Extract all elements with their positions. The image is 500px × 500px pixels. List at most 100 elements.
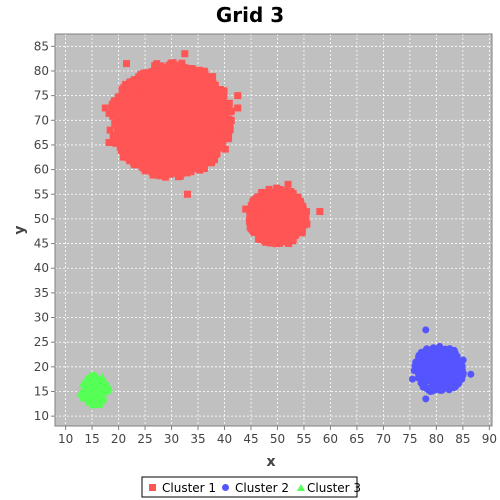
point-cluster-1 — [197, 131, 205, 139]
point-cluster-1 — [164, 130, 172, 138]
point-cluster-2 — [425, 374, 433, 382]
point-cluster-1 — [159, 107, 167, 115]
point-cluster-1 — [141, 82, 149, 90]
point-cluster-1 — [117, 147, 125, 155]
point-cluster-1 — [287, 203, 295, 211]
point-cluster-1 — [266, 194, 274, 202]
point-cluster-1 — [200, 74, 208, 82]
point-cluster-1 — [159, 141, 167, 149]
point-cluster-2 — [443, 378, 451, 386]
point-cluster-1 — [197, 96, 205, 104]
point-cluster-1 — [271, 217, 279, 225]
point-cluster-1 — [274, 224, 282, 232]
point-cluster-1 — [197, 141, 205, 149]
x-tick-label: 45 — [243, 432, 258, 446]
y-tick-label: 30 — [34, 311, 49, 325]
point-cluster-1 — [160, 153, 168, 161]
point-cluster-1 — [200, 164, 208, 172]
point-cluster-1 — [116, 121, 124, 129]
point-cluster-1 — [108, 109, 116, 117]
point-cluster-1 — [183, 77, 191, 85]
point-cluster-1 — [196, 74, 204, 82]
point-cluster-1 — [286, 228, 294, 236]
point-cluster-1 — [291, 226, 299, 234]
point-cluster-1 — [209, 82, 217, 90]
point-cluster-1 — [259, 229, 267, 237]
point-cluster-2 — [419, 348, 427, 356]
point-cluster-1 — [157, 129, 165, 137]
point-cluster-1 — [277, 218, 285, 226]
x-tick-label: 50 — [270, 432, 285, 446]
point-cluster-1 — [134, 78, 142, 86]
y-tick-label: 80 — [34, 64, 49, 78]
point-cluster-1 — [201, 157, 209, 165]
point-cluster-1 — [144, 114, 152, 122]
point-cluster-1 — [166, 77, 174, 85]
point-cluster-1 — [189, 85, 197, 93]
point-cluster-1 — [217, 89, 225, 97]
point-cluster-1 — [265, 185, 273, 193]
point-cluster-1 — [135, 112, 143, 120]
point-cluster-3 — [91, 372, 100, 380]
point-cluster-1 — [253, 220, 261, 228]
point-cluster-1 — [144, 95, 152, 103]
point-cluster-3 — [104, 382, 113, 390]
point-cluster-1 — [155, 146, 163, 154]
legend-marker-cluster-1 — [149, 484, 156, 491]
point-cluster-2 — [409, 375, 417, 383]
point-cluster-1 — [224, 135, 232, 143]
point-cluster-1 — [184, 101, 192, 109]
point-cluster-1 — [146, 146, 154, 154]
point-cluster-1 — [222, 114, 230, 122]
point-cluster-1 — [194, 115, 202, 123]
point-cluster-1 — [150, 122, 158, 130]
point-cluster-1 — [180, 98, 188, 106]
point-cluster-1 — [133, 143, 141, 151]
point-cluster-1 — [295, 209, 303, 217]
point-cluster-1 — [208, 159, 216, 167]
point-cluster-1 — [165, 81, 173, 89]
point-cluster-1 — [280, 211, 288, 219]
point-cluster-2 — [431, 375, 439, 383]
point-cluster-2 — [428, 383, 436, 391]
y-tick-label: 20 — [34, 360, 49, 374]
point-cluster-1 — [178, 132, 186, 140]
point-cluster-2 — [447, 362, 455, 370]
point-cluster-2 — [422, 355, 430, 363]
point-cluster-1 — [261, 237, 269, 245]
point-cluster-1 — [123, 120, 131, 128]
point-cluster-1 — [142, 109, 150, 117]
point-cluster-1 — [212, 106, 220, 114]
y-tick-label: 70 — [34, 113, 49, 127]
point-cluster-1 — [166, 92, 174, 100]
point-cluster-1 — [171, 96, 179, 104]
legend-label-cluster-3: Cluster 3 — [307, 481, 361, 495]
point-cluster-1 — [172, 76, 180, 84]
point-cluster-1 — [266, 189, 274, 197]
point-cluster-1 — [188, 125, 196, 133]
point-cluster-1 — [211, 114, 219, 122]
point-cluster-1 — [117, 101, 125, 109]
point-cluster-2 — [455, 377, 463, 385]
point-cluster-1 — [234, 92, 242, 100]
point-cluster-1 — [173, 64, 181, 72]
point-cluster-1 — [283, 191, 291, 199]
point-cluster-1 — [130, 92, 138, 100]
point-cluster-1 — [130, 161, 138, 169]
chart-title: Grid 3 — [216, 3, 284, 27]
x-tick-label: 60 — [323, 432, 338, 446]
point-cluster-1 — [174, 152, 182, 160]
point-cluster-1 — [130, 81, 138, 89]
point-cluster-1 — [179, 94, 187, 102]
point-cluster-1 — [202, 140, 210, 148]
point-cluster-1 — [142, 118, 150, 126]
legend: Cluster 1 Cluster 2 Cluster 3 — [141, 476, 361, 498]
point-cluster-1 — [156, 78, 164, 86]
point-cluster-1 — [119, 153, 127, 161]
point-cluster-1 — [156, 133, 164, 141]
point-cluster-1 — [145, 81, 153, 89]
x-tick-label: 40 — [217, 432, 232, 446]
point-cluster-1 — [183, 153, 191, 161]
point-cluster-1 — [145, 106, 153, 114]
point-cluster-1 — [289, 235, 297, 243]
